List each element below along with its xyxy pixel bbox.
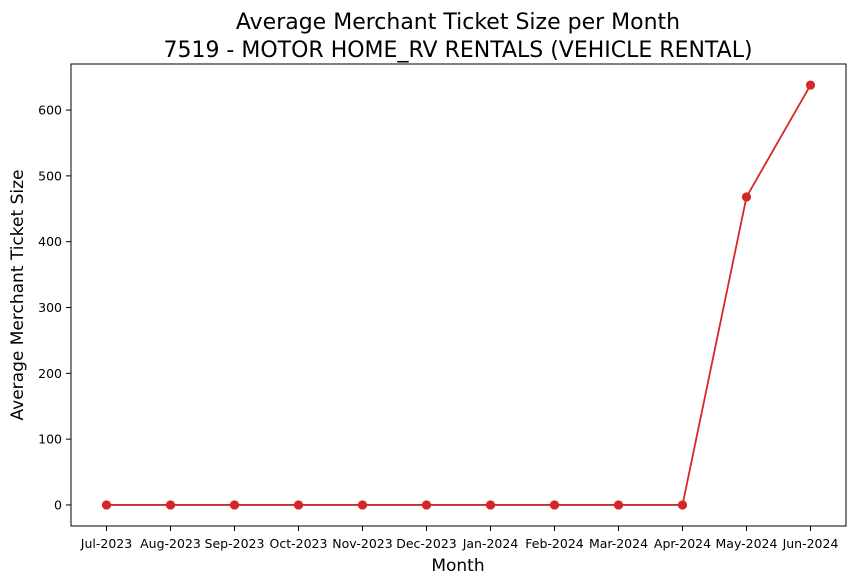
- x-tick-label: May-2024: [716, 536, 778, 551]
- x-tick-label: Dec-2023: [396, 536, 457, 551]
- x-axis: Jul-2023 Aug-2023 Sep-2023 Oct-2023 Nov-2023…: [80, 526, 839, 551]
- data-point: [421, 500, 432, 510]
- x-tick-label: Nov-2023: [332, 536, 392, 551]
- y-tick-label: 200: [38, 366, 62, 381]
- y-axis: 0 100 200 300 400 500 600: [38, 103, 71, 512]
- x-tick-label: Jul-2023: [80, 536, 132, 551]
- data-point: [165, 500, 176, 510]
- y-tick-label: 400: [38, 234, 62, 249]
- data-point: [293, 500, 304, 510]
- y-tick-label: 500: [38, 168, 62, 183]
- y-tick-label: 100: [38, 432, 62, 447]
- data-point: [357, 500, 368, 510]
- plot-area-frame: [70, 63, 847, 527]
- y-axis-label: Average Merchant Ticket Size: [8, 170, 28, 421]
- data-point: [613, 500, 624, 510]
- x-tick-label: Oct-2023: [270, 536, 328, 551]
- data-point: [805, 80, 816, 90]
- x-tick-label: Jun-2024: [782, 536, 839, 551]
- x-tick-label: Aug-2023: [140, 536, 201, 551]
- data-point: [485, 500, 496, 510]
- data-point: [101, 500, 112, 510]
- data-series: [101, 80, 816, 510]
- x-axis-label: Month: [431, 556, 484, 576]
- x-tick-label: Apr-2024: [654, 536, 711, 551]
- data-point: [549, 500, 560, 510]
- data-point: [677, 500, 688, 510]
- x-tick-label: Feb-2024: [525, 536, 584, 551]
- x-tick-label: Jan-2024: [462, 536, 519, 551]
- chart-title: Average Merchant Ticket Size per Month: [236, 10, 680, 35]
- x-tick-label: Mar-2024: [589, 536, 648, 551]
- y-tick-label: 300: [38, 300, 62, 315]
- y-tick-label: 0: [54, 497, 62, 512]
- data-point: [229, 500, 240, 510]
- y-tick-label: 600: [38, 103, 62, 118]
- data-point: [741, 192, 752, 202]
- x-tick-label: Sep-2023: [205, 536, 265, 551]
- series-line: [105, 84, 812, 506]
- chart-subtitle: 7519 - MOTOR HOME_RV RENTALS (VEHICLE RE…: [163, 38, 752, 63]
